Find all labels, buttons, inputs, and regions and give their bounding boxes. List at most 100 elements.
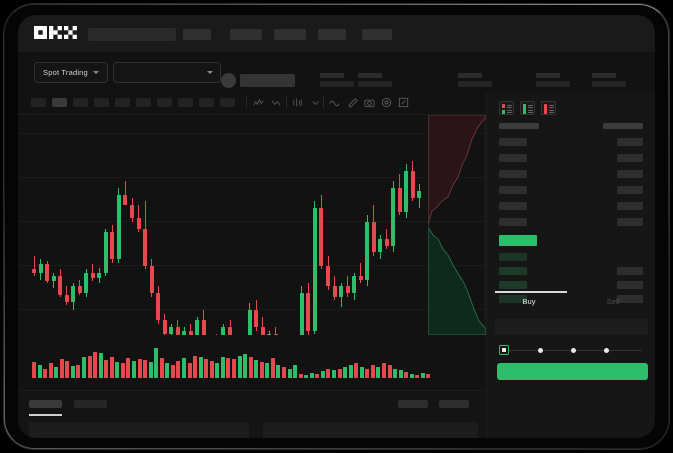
nav-item-5[interactable] bbox=[362, 29, 392, 40]
bottom-panel-left[interactable] bbox=[29, 422, 249, 438]
orderbook-asks-icon[interactable] bbox=[541, 101, 556, 115]
stat-high-label bbox=[358, 73, 382, 78]
volume-bar bbox=[220, 356, 225, 378]
ask-row-price[interactable] bbox=[499, 138, 527, 146]
orderbook-bids-icon[interactable] bbox=[520, 101, 535, 115]
volume-bar bbox=[365, 368, 370, 378]
chevron-down-icon[interactable] bbox=[309, 96, 322, 109]
trading-pair-select[interactable] bbox=[113, 62, 221, 83]
volume-bar bbox=[415, 374, 420, 378]
ask-row-amount bbox=[617, 186, 643, 194]
bid-row-price[interactable] bbox=[499, 295, 527, 303]
volume-bar bbox=[259, 361, 264, 378]
bid-row-price[interactable] bbox=[499, 281, 527, 289]
ask-row-price[interactable] bbox=[499, 186, 527, 194]
volume-bar bbox=[65, 360, 70, 378]
candle-body bbox=[378, 238, 383, 253]
tab-sell[interactable]: Sell bbox=[606, 297, 620, 306]
timeframe-button-7[interactable] bbox=[157, 98, 172, 107]
ask-row-price[interactable] bbox=[499, 170, 527, 178]
volume-bar bbox=[104, 360, 109, 378]
volume-bar bbox=[404, 372, 409, 378]
price-chart[interactable] bbox=[18, 115, 486, 335]
bottom-panel-right[interactable] bbox=[263, 422, 478, 438]
order-price-field[interactable] bbox=[495, 319, 648, 335]
order-amount-slider[interactable] bbox=[499, 345, 644, 355]
last-price-value bbox=[240, 74, 295, 87]
timeframe-button-9[interactable] bbox=[199, 98, 214, 107]
okx-logo[interactable] bbox=[34, 26, 77, 39]
settings-icon[interactable] bbox=[380, 96, 393, 109]
candle-body bbox=[312, 208, 317, 331]
bid-row-price[interactable] bbox=[499, 267, 527, 275]
volume-bar bbox=[98, 353, 103, 378]
candle-body bbox=[156, 293, 161, 321]
bid-row-price[interactable] bbox=[499, 253, 527, 261]
stat-change-value bbox=[320, 81, 354, 87]
nav-item-4[interactable] bbox=[318, 29, 346, 40]
camera-icon[interactable] bbox=[363, 96, 376, 109]
candle-wick bbox=[262, 317, 264, 335]
volume-bar bbox=[198, 357, 203, 378]
tab-buy[interactable]: Buy bbox=[522, 297, 536, 306]
ask-row-price[interactable] bbox=[499, 154, 527, 162]
nav-item-2[interactable] bbox=[230, 29, 262, 40]
candle-body bbox=[162, 320, 167, 334]
bottom-action-1[interactable] bbox=[398, 400, 428, 408]
candle-body bbox=[175, 327, 180, 335]
submit-order-button[interactable] bbox=[497, 363, 648, 380]
candle-body bbox=[71, 286, 76, 302]
timeframe-button-2[interactable] bbox=[52, 98, 67, 107]
toolbar-divider bbox=[286, 97, 287, 108]
timeframe-button-1[interactable] bbox=[31, 98, 46, 107]
volume-bar bbox=[420, 372, 425, 378]
nav-item-3[interactable] bbox=[274, 29, 306, 40]
orderbook-layout-toggles bbox=[499, 101, 556, 115]
tab-order-history[interactable] bbox=[74, 400, 107, 408]
indicator-icon[interactable] bbox=[291, 96, 304, 109]
slider-stop-50[interactable] bbox=[571, 347, 576, 353]
candle-wick bbox=[268, 330, 270, 335]
ask-row-price[interactable] bbox=[499, 218, 527, 226]
stat-volume-label bbox=[536, 73, 560, 78]
global-search-bar[interactable] bbox=[88, 28, 176, 41]
spot-trading-dropdown[interactable]: Spot Trading bbox=[34, 62, 108, 83]
candle-body bbox=[51, 276, 56, 282]
orderbook-header-amount bbox=[603, 123, 643, 129]
slider-stop-75[interactable] bbox=[604, 347, 609, 353]
candle-body bbox=[267, 334, 272, 335]
volume-bar bbox=[382, 363, 386, 378]
stat-volume-value bbox=[536, 81, 570, 87]
stat-turnover-label bbox=[592, 73, 616, 78]
timeframe-button-3[interactable] bbox=[73, 98, 88, 107]
timeframe-button-6[interactable] bbox=[136, 98, 151, 107]
stat-turnover bbox=[592, 73, 626, 87]
timeframe-button-8[interactable] bbox=[178, 98, 193, 107]
candle-body bbox=[143, 228, 148, 266]
ruler-icon[interactable] bbox=[346, 96, 359, 109]
fullscreen-icon[interactable] bbox=[397, 96, 410, 109]
nav-item-1[interactable] bbox=[183, 29, 211, 40]
timeframe-button-4[interactable] bbox=[94, 98, 109, 107]
slider-handle[interactable] bbox=[499, 345, 509, 355]
tab-open-orders[interactable] bbox=[29, 400, 62, 408]
stat-low-value bbox=[458, 81, 492, 87]
timeframe-button-5[interactable] bbox=[115, 98, 130, 107]
ask-row-price[interactable] bbox=[499, 202, 527, 210]
volume-bar bbox=[309, 372, 314, 378]
last-price-row bbox=[499, 235, 537, 246]
candle-body bbox=[332, 286, 337, 297]
orderbook-and-form: Buy Sell bbox=[486, 93, 655, 438]
timeframe-button-10[interactable] bbox=[220, 98, 235, 107]
candle-wick bbox=[386, 228, 388, 249]
volume-bar bbox=[304, 374, 309, 378]
candle-body bbox=[352, 276, 357, 294]
volume-bar bbox=[387, 365, 392, 378]
candlestick-icon[interactable] bbox=[252, 96, 265, 109]
bottom-action-2[interactable] bbox=[439, 400, 469, 408]
wave-icon[interactable] bbox=[328, 96, 341, 109]
slider-stop-25[interactable] bbox=[538, 347, 543, 353]
orderbook-both-icon[interactable] bbox=[499, 101, 514, 115]
line-chart-icon[interactable] bbox=[270, 96, 283, 109]
volume-bar bbox=[343, 366, 348, 378]
